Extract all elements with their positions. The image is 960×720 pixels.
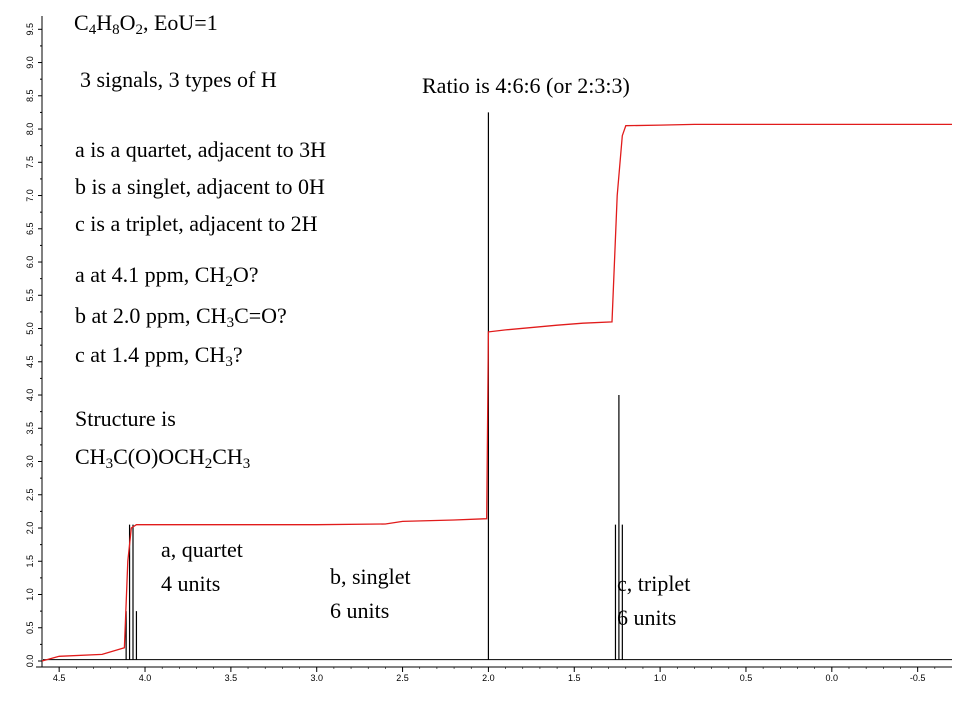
multiplicity-b: b is a singlet, adjacent to 0H [75,174,325,199]
integral-curve-group [41,123,952,662]
y-tick-label: 3.0 [25,455,35,468]
y-axis-ticks: 0.0 0.5 1.0 1.5 2.0 2.5 3.0 3.5 4.0 4.5 5.0 5.5 6.0 6… [25,23,42,667]
x-tick-label: 0.5 [740,673,753,683]
shift-a: a at 4.1 ppm, CH2O? [75,262,259,290]
y-tick-label: 5.0 [25,322,35,335]
x-tick-label: 1.0 [654,673,667,683]
y-tick-label: 6.0 [25,256,35,269]
shift-b: b at 2.0 ppm, CH3C=O? [75,303,287,331]
y-tick-label: 7.0 [25,189,35,202]
chart-axes [36,16,952,668]
x-tick-label: 3.5 [225,673,238,683]
x-tick-label: -0.5 [910,673,926,683]
x-tick-label: 2.5 [396,673,409,683]
x-tick-label: 4.0 [139,673,152,683]
y-tick-label: 3.5 [25,422,35,435]
y-tick-label: 0.0 [25,655,35,668]
y-tick-label: 1.5 [25,555,35,568]
structure-formula: CH3C(O)OCH2CH3 [75,444,251,472]
ratio-note: Ratio is 4:6:6 (or 2:3:3) [422,73,630,98]
y-tick-label: 0.5 [25,621,35,634]
formula-title: C4H8O2, EoU=1 [74,10,218,38]
y-tick-label: 7.5 [25,156,35,169]
multiplicity-c: c is a triplet, adjacent to 2H [75,211,318,236]
y-tick-label: 4.0 [25,389,35,402]
multiplicity-a: a is a quartet, adjacent to 3H [75,137,327,162]
x-tick-label: 0.0 [826,673,839,683]
peak-a-label: a, quartet 4 units [161,537,243,596]
structure-label: Structure is [75,406,176,431]
y-tick-label: 4.5 [25,356,35,369]
signals-note: 3 signals, 3 types of H [80,67,277,92]
y-tick-label: 1.0 [25,588,35,601]
y-tick-label: 2.0 [25,522,35,535]
y-tick-label: 6.5 [25,223,35,236]
x-tick-label: 3.0 [310,673,323,683]
x-tick-label: 2.0 [482,673,495,683]
x-axis-ticks: 4.5 4.0 3.5 3.0 2.5 2.0 1.5 1.0 0.5 0.0 -0.5 [53,667,936,683]
y-tick-label: 8.0 [25,123,35,136]
y-tick-label: 5.5 [25,289,35,302]
x-tick-label: 4.5 [53,673,66,683]
y-tick-label: 8.5 [25,90,35,103]
y-tick-label: 2.5 [25,489,35,502]
y-tick-label: 9.0 [25,56,35,69]
shift-c: c at 1.4 ppm, CH3? [75,342,243,370]
peak-c-label: c, triplet 6 units [617,571,691,630]
x-tick-label: 1.5 [568,673,581,683]
integral-curve [41,123,952,662]
y-tick-label: 9.5 [25,23,35,36]
peak-b-label: b, singlet 6 units [330,564,411,623]
